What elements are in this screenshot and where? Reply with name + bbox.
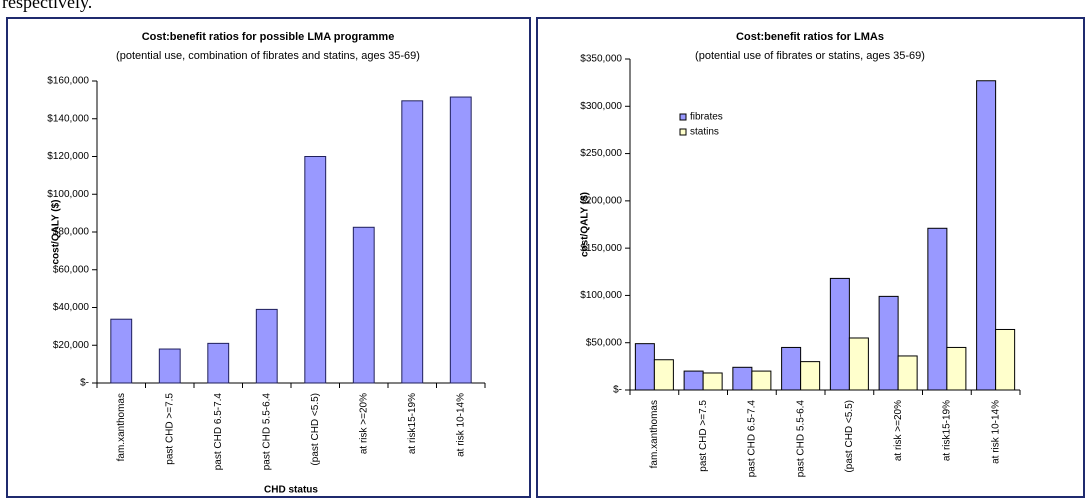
bar xyxy=(702,372,723,391)
y-tick-label: $200,000 xyxy=(580,195,622,206)
y-tick-label: $- xyxy=(80,378,89,389)
bar xyxy=(829,277,850,391)
bar xyxy=(304,156,327,384)
bar xyxy=(352,226,375,384)
bar xyxy=(976,80,997,391)
x-tick-label: at risk >=20% xyxy=(893,400,904,461)
legend-swatch xyxy=(679,113,687,121)
y-axis-label: cost/QALY ($) xyxy=(580,192,591,257)
y-tick-label: $350,000 xyxy=(580,54,622,65)
bar xyxy=(634,343,655,391)
bar xyxy=(732,366,753,391)
y-tick-label: $160,000 xyxy=(47,76,89,87)
y-tick-label: $50,000 xyxy=(586,337,623,348)
legend-swatch xyxy=(679,128,687,136)
x-tick-label: past CHD >=7.5 xyxy=(698,400,709,472)
x-tick-label: fam.xanthomas xyxy=(649,400,660,468)
bar xyxy=(878,295,899,391)
chart-subtitle: (potential use, combination of fibrates … xyxy=(116,50,420,62)
y-tick-label: $150,000 xyxy=(580,243,622,254)
y-tick-label: $120,000 xyxy=(47,151,89,162)
x-tick-label: at risk 10-14% xyxy=(455,393,466,457)
x-tick-label: (past CHD <5.5) xyxy=(844,400,855,473)
chart-frame xyxy=(6,17,531,498)
bar xyxy=(751,370,772,391)
bar xyxy=(781,346,802,391)
chart-title: Cost:benefit ratios for LMAs xyxy=(736,31,884,43)
chart-title: Cost:benefit ratios for possible LMA pro… xyxy=(142,31,395,43)
bar xyxy=(683,370,704,391)
y-tick-label: $140,000 xyxy=(47,113,89,124)
y-tick-label: $- xyxy=(613,385,622,396)
y-tick-label: $60,000 xyxy=(53,264,90,275)
x-tick-label: at risk 10-14% xyxy=(990,400,1001,464)
legend-label: statins xyxy=(690,127,719,138)
x-tick-label: fam.xanthomas xyxy=(116,393,127,461)
bar xyxy=(848,337,869,391)
x-tick-label: past CHD 6.5-7.4 xyxy=(213,393,224,471)
page-text: respectively. xyxy=(2,0,92,12)
bar xyxy=(927,227,948,391)
x-tick-label: past CHD >=7.5 xyxy=(164,393,175,465)
x-axis-label: CHD status xyxy=(264,485,318,496)
x-tick-label: (past CHD <5.5) xyxy=(310,393,321,466)
y-tick-label: $20,000 xyxy=(53,340,90,351)
y-tick-label: $250,000 xyxy=(580,148,622,159)
bar xyxy=(800,361,821,391)
y-tick-label: $300,000 xyxy=(580,101,622,112)
bar xyxy=(653,359,674,391)
bar xyxy=(255,308,278,384)
y-tick-label: $40,000 xyxy=(53,302,90,313)
y-tick-label: $80,000 xyxy=(53,227,90,238)
x-tick-label: past CHD 6.5-7.4 xyxy=(747,400,758,478)
y-axis-label: cost/QALY ($) xyxy=(51,199,62,264)
x-tick-label: past CHD 5.5-6.4 xyxy=(261,393,272,471)
x-tick-label: at risk15-19% xyxy=(407,393,418,454)
bar xyxy=(401,100,424,384)
x-tick-label: at risk15-19% xyxy=(942,400,953,461)
bar xyxy=(207,342,230,384)
bar xyxy=(946,346,967,391)
chart-subtitle: (potential use of fibrates or statins, a… xyxy=(695,50,925,62)
x-tick-label: at risk >=20% xyxy=(358,393,369,454)
x-tick-label: past CHD 5.5-6.4 xyxy=(795,400,806,478)
bar xyxy=(995,328,1016,391)
y-tick-label: $100,000 xyxy=(580,290,622,301)
bar xyxy=(897,355,918,391)
bar xyxy=(158,348,181,384)
bar xyxy=(449,96,472,384)
chart-frame xyxy=(536,17,1085,498)
legend-label: fibrates xyxy=(690,112,723,123)
bar xyxy=(110,318,133,384)
y-tick-label: $100,000 xyxy=(47,189,89,200)
